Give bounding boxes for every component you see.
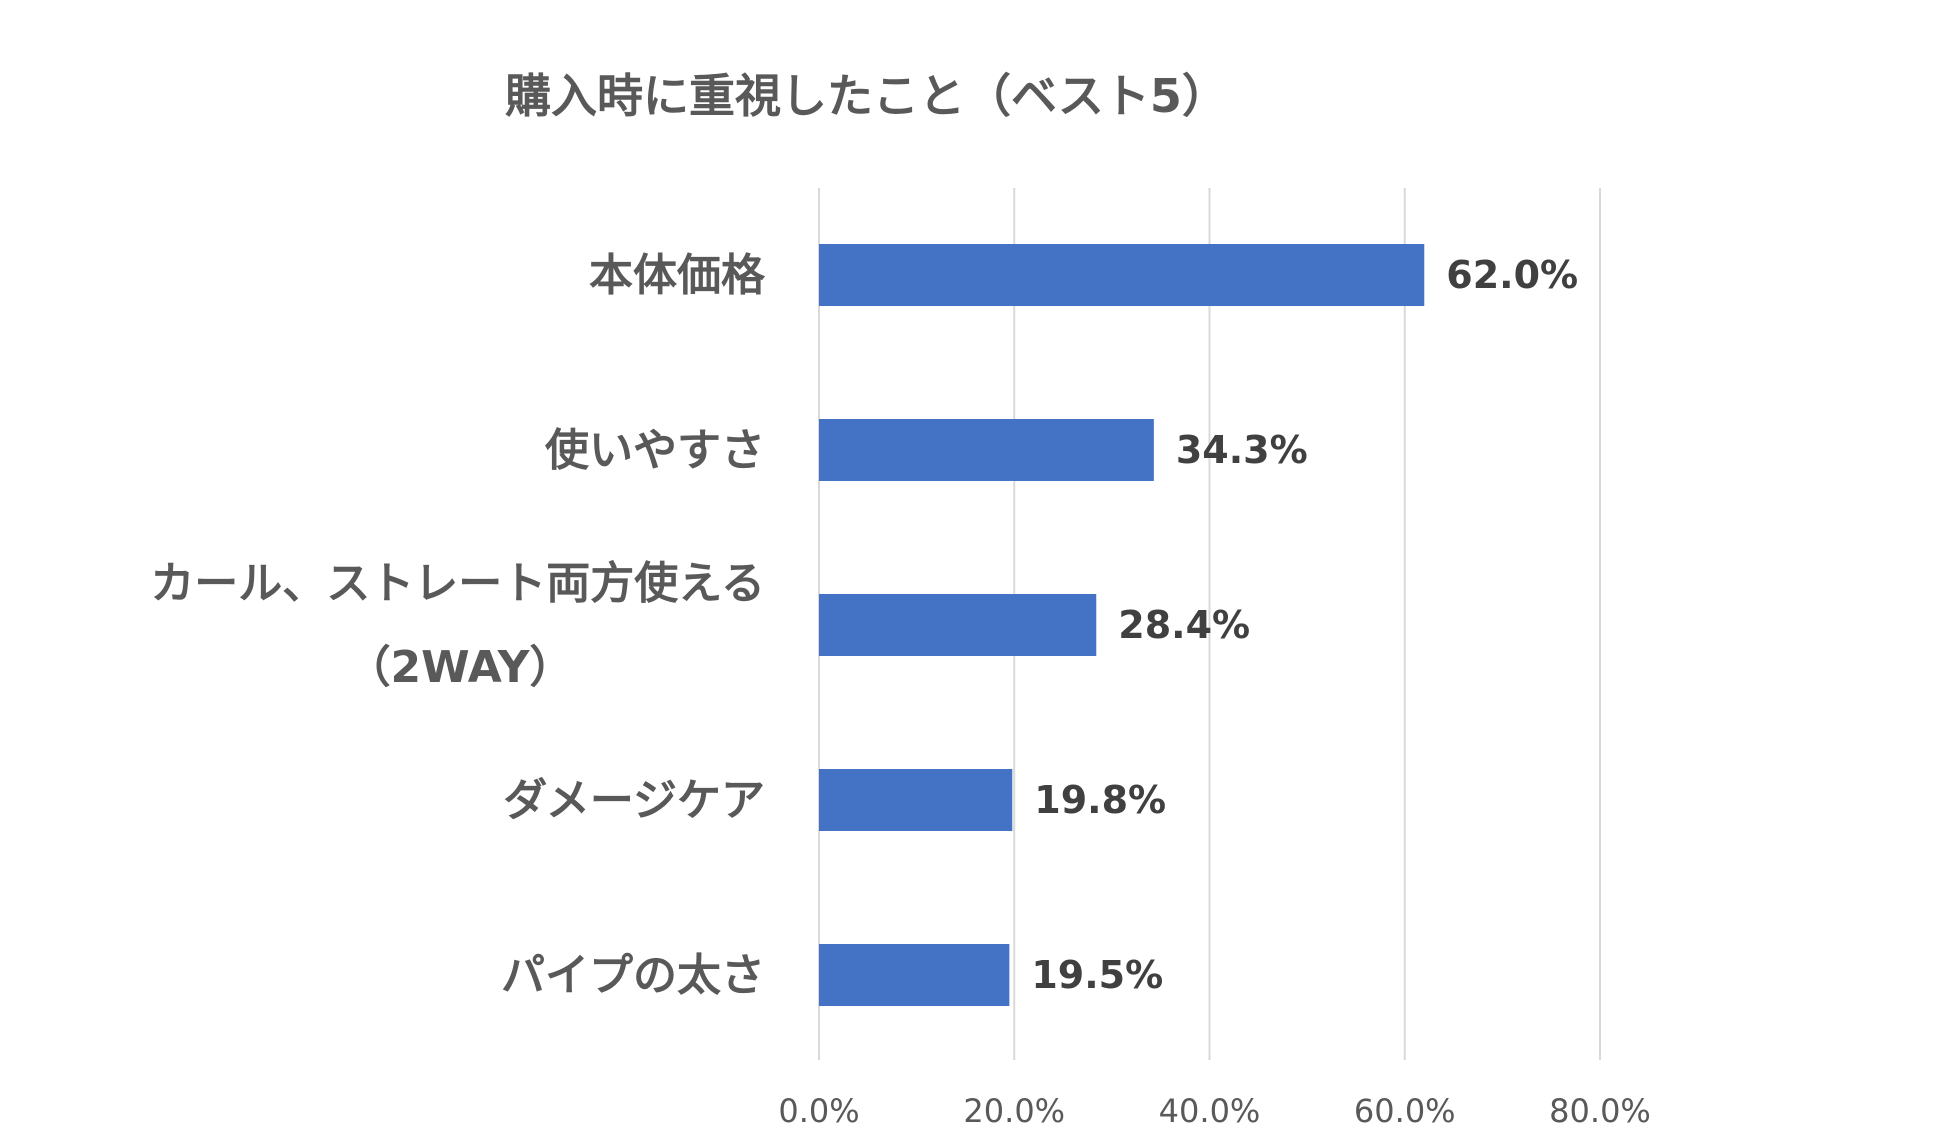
x-tick-label: 80.0% bbox=[1549, 1092, 1651, 1130]
x-tick-label: 0.0% bbox=[778, 1092, 859, 1130]
bar bbox=[819, 594, 1097, 656]
category-label: 本体価格 bbox=[589, 250, 766, 301]
x-tick-label: 40.0% bbox=[1159, 1092, 1261, 1130]
bar bbox=[819, 769, 1013, 831]
category-label: ダメージケア bbox=[503, 775, 765, 826]
bar bbox=[819, 244, 1425, 306]
category-label: パイプの太さ bbox=[501, 950, 765, 1001]
x-tick-label: 60.0% bbox=[1354, 1092, 1456, 1130]
data-label: 34.3% bbox=[1176, 428, 1308, 472]
chart-title: 購入時に重視したこと（ベスト5） bbox=[505, 69, 1228, 123]
bar bbox=[819, 419, 1154, 481]
x-tick-label: 20.0% bbox=[963, 1092, 1065, 1130]
data-label: 19.5% bbox=[1031, 953, 1163, 997]
data-label: 28.4% bbox=[1118, 603, 1250, 647]
data-label: 62.0% bbox=[1446, 253, 1578, 297]
category-label: カール、ストレート両方使える bbox=[150, 558, 765, 609]
category-label: 使いやすさ bbox=[545, 425, 765, 476]
category-label: （2WAY） bbox=[347, 642, 574, 693]
data-label: 19.8% bbox=[1034, 778, 1166, 822]
bar bbox=[819, 944, 1010, 1006]
